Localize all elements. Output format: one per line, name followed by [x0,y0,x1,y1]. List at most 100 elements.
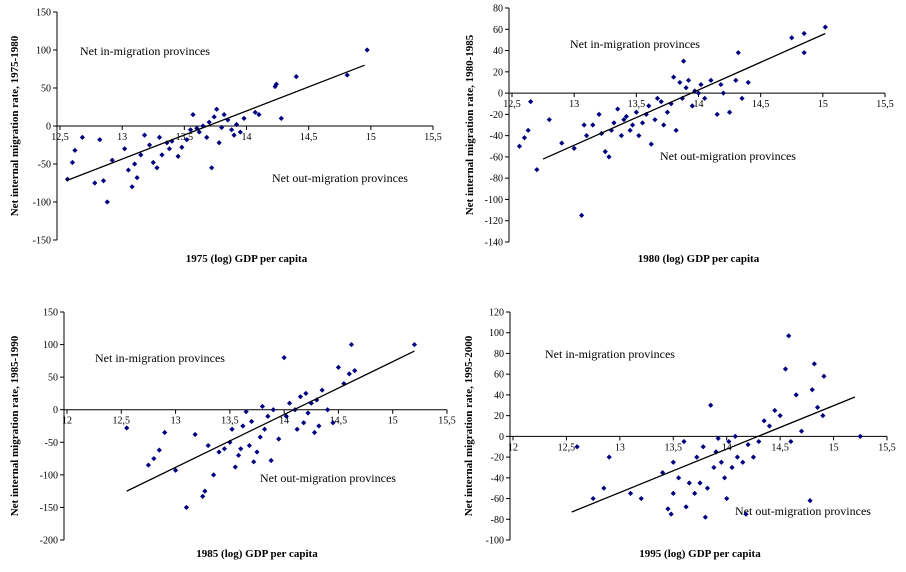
x-tick-label: 14 [722,442,732,453]
data-point [633,109,639,115]
y-tick-label: -50 [45,438,58,449]
data-point [528,99,534,105]
data-point [184,137,190,143]
y-tick-label: 0 [499,432,504,443]
data-point [254,449,260,455]
x-tick-label: 13,5 [628,99,646,110]
data-point [141,132,148,138]
data-point [352,368,358,374]
data-point [156,447,162,453]
data-point [303,390,309,397]
data-point [229,426,235,432]
x-tick-label: 15 [818,99,828,110]
data-point [521,135,528,141]
data-point [150,159,156,166]
data-point [618,133,625,139]
data-point [630,122,636,128]
data-point [132,161,138,167]
data-point [660,470,666,476]
data-point [694,454,700,460]
data-point [364,47,370,53]
data-point [138,152,144,158]
x-tick-label: 13 [171,416,181,427]
scatter-panel: -150 -100 -50 0 50 100 150 12,5 13 13,5 14 14,5 15 15… [9,8,442,266]
data-point [671,74,677,80]
data-point [700,444,706,450]
data-point [673,127,679,133]
data-point [183,504,190,511]
y-tick-label: 50 [41,84,51,95]
data-point [801,50,807,56]
data-point [205,442,211,449]
data-point [297,394,304,400]
annotation: Net out-migration provinces [735,504,871,518]
data-point [270,407,276,413]
data-point [680,58,687,64]
data-point [196,129,202,135]
y-tick-label: 60 [494,370,504,381]
x-tick-label: 15,5 [424,132,442,143]
data-point [654,95,661,102]
y-tick-label: -140 [485,238,503,249]
data-point [821,373,827,379]
annotation: Net in-migration provinces [545,347,675,361]
data-point [676,475,682,481]
data-point [546,117,552,123]
data-point [611,120,617,126]
data-point [596,111,602,117]
data-point [256,112,262,118]
y-axis-title: Net internal migration rate, 1995-2000 [463,335,475,516]
data-point [711,464,717,471]
data-point [601,485,607,491]
data-point [807,498,813,504]
data-point [311,429,318,436]
x-tick-label: 12,5 [113,416,131,427]
data-point [623,113,629,120]
data-point [241,115,247,121]
data-point [281,355,287,361]
data-point [670,459,676,465]
data-point [721,475,728,481]
data-point [857,433,863,439]
data-point [79,134,85,140]
x-tick-label: 14,5 [771,442,789,453]
data-point [122,146,128,152]
data-point [621,117,627,123]
data-point [665,506,671,512]
data-point [319,387,325,393]
data-point [248,418,255,425]
data-point [221,112,227,118]
x-tick-label: 14,5 [330,416,348,427]
data-point [251,459,257,465]
x-tick-label: 13 [615,442,625,453]
data-point [718,459,724,465]
x-tick-label: 13,5 [176,132,194,143]
y-tick-label: -200 [40,536,58,547]
x-tick-label: 15,5 [878,442,896,453]
data-point [692,490,698,496]
x-tick-label: 15,5 [438,416,456,427]
data-point [216,140,222,146]
data-point [801,30,807,37]
data-point [670,490,676,496]
data-point [627,127,633,133]
data-point [820,413,826,419]
data-point [265,413,271,419]
data-point [232,464,238,470]
data-point [822,24,828,30]
data-point [268,457,274,464]
data-point [162,429,168,436]
data-point [681,438,687,445]
data-point [636,133,642,139]
x-tick-label: 14 [694,99,704,110]
data-point [200,493,206,499]
y-tick-label: -40 [490,131,503,142]
data-point [216,449,222,455]
y-tick-label: 20 [493,67,503,78]
data-point [324,407,331,413]
data-point [689,103,695,109]
data-point [798,428,805,434]
data-point [235,452,242,458]
data-point [777,413,783,419]
data-point [686,480,692,486]
